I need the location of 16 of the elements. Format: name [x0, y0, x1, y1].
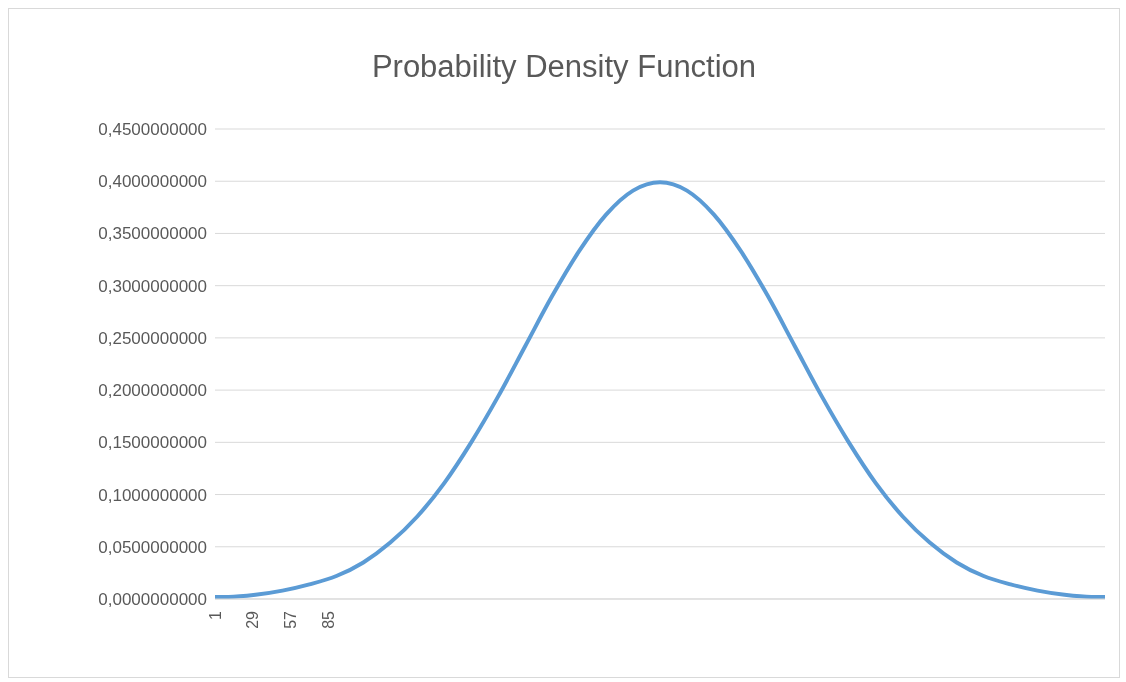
x-tick-label: 1: [206, 610, 224, 620]
y-tick-label: 0,1500000000: [98, 433, 207, 453]
x-tick-label: 29: [244, 610, 262, 629]
y-tick-label: 0,2500000000: [98, 328, 207, 348]
y-tick-label: 0,1000000000: [98, 485, 207, 505]
y-tick-label: 0,4000000000: [98, 172, 207, 192]
y-tick-label: 0,0500000000: [98, 537, 207, 557]
chart-title: Probability Density Function: [370, 48, 758, 86]
x-tick-label: 85: [319, 610, 337, 629]
y-tick-label: 0,4500000000: [98, 120, 207, 140]
y-tick-label: 0,2000000000: [98, 381, 207, 401]
x-tick-label: 57: [282, 610, 300, 629]
line-series: [215, 180, 1105, 599]
y-tick-label: 0,3000000000: [98, 276, 207, 296]
y-tick-label: 0,0000000000: [98, 590, 207, 610]
y-tick-label: 0,3500000000: [98, 224, 207, 244]
